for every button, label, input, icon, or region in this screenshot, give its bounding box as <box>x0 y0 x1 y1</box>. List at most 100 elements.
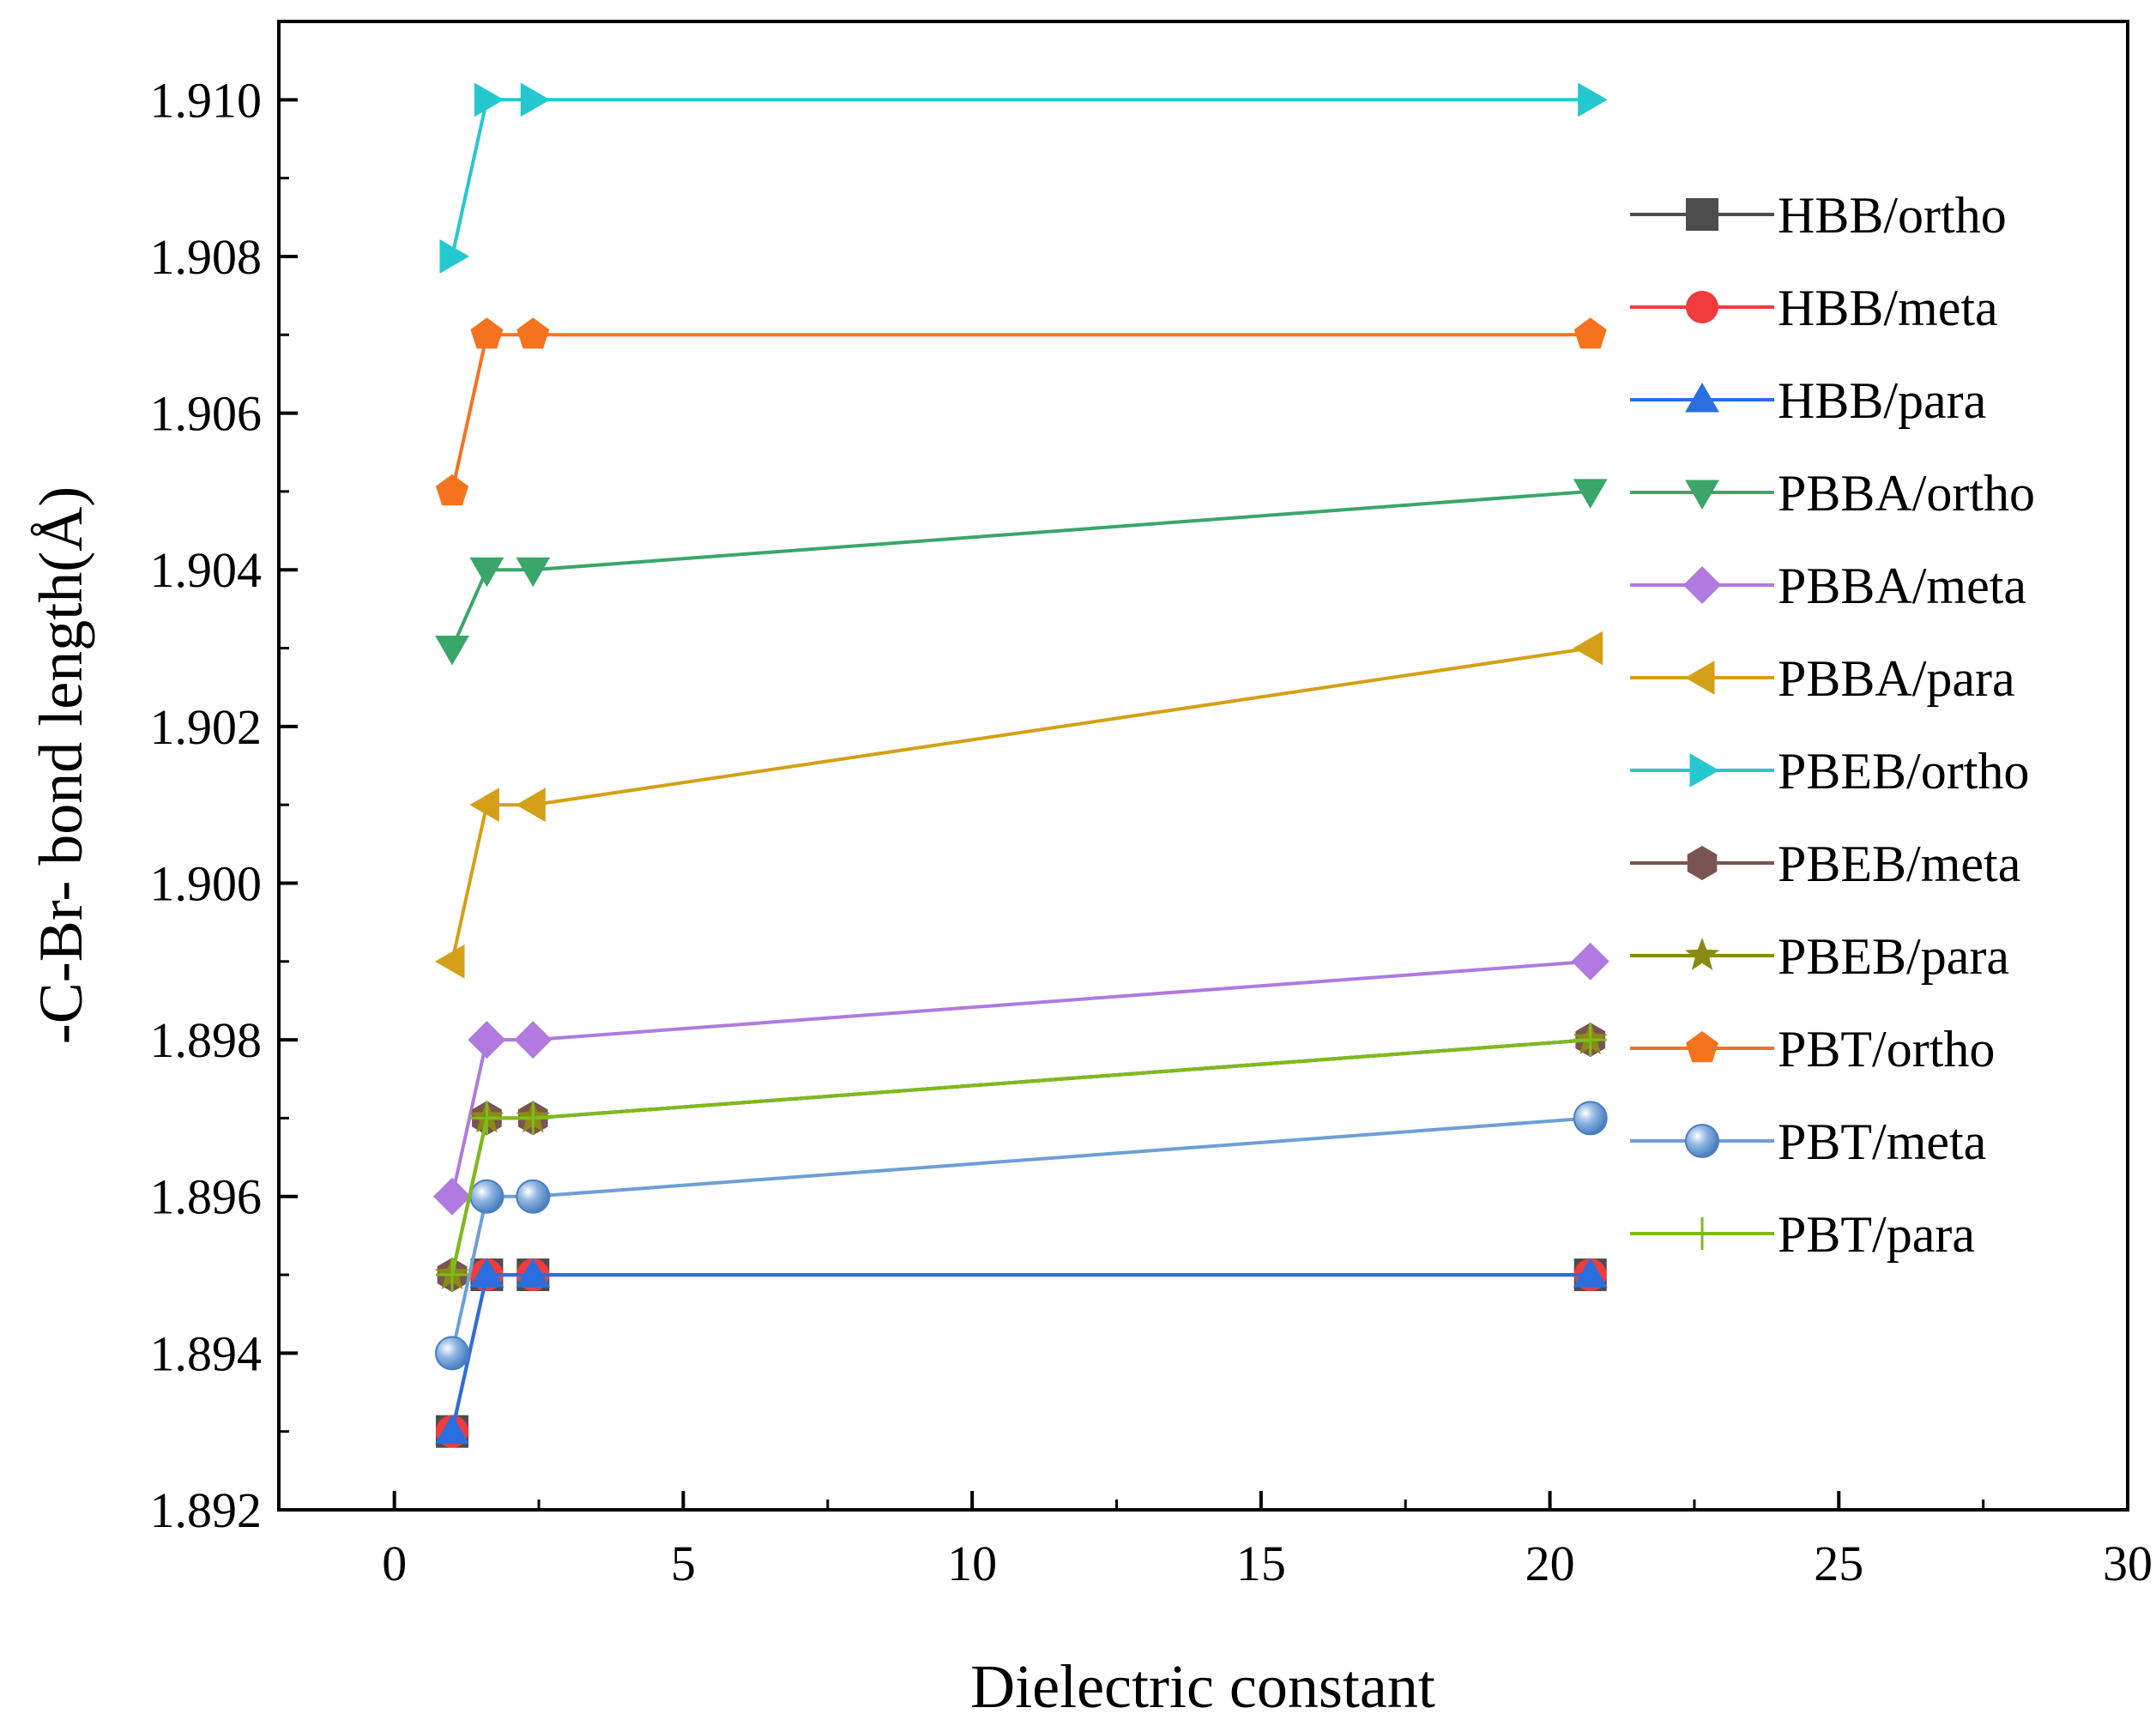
legend-label-pbt-ortho: PBT/ortho <box>1778 1021 1995 1077</box>
data-point-hbb-para <box>1573 1258 1608 1288</box>
data-point-pbt-para <box>470 1101 504 1135</box>
x-axis-title: Dielectric constant <box>970 1652 1435 1721</box>
series-hbb-ortho <box>436 1258 1607 1448</box>
data-point-pbba-meta <box>468 1021 506 1059</box>
y-tick-label: 1.898 <box>150 1012 263 1068</box>
data-point-pbeb-ortho <box>1578 82 1608 118</box>
data-point-pbba-ortho <box>435 636 469 666</box>
data-point-pbt-para <box>1573 1023 1607 1057</box>
legend-item-pbt-meta: PBT/meta <box>1630 1113 1986 1170</box>
legend-item-pbt-ortho: PBT/ortho <box>1630 1021 1995 1077</box>
legend-label-pbeb-para: PBEB/para <box>1778 928 2009 985</box>
y-tick-label: 1.908 <box>150 229 263 285</box>
series-hbb-para <box>435 1258 1608 1445</box>
series-pbba-ortho <box>435 479 1608 666</box>
data-point-pbt-ortho <box>436 474 469 506</box>
x-tick-label: 25 <box>1814 1536 1863 1591</box>
data-point-pbt-para <box>436 1258 469 1292</box>
x-tick-label: 30 <box>2103 1536 2153 1591</box>
series-line-pbeb-ortho <box>450 98 1591 257</box>
series-pbeb-ortho <box>439 82 1608 274</box>
series-line-hbb-para <box>450 1273 1591 1433</box>
data-point-pbba-ortho <box>516 557 551 588</box>
y-tick-label: 1.906 <box>150 386 263 442</box>
legend-marker-pbeb-meta <box>1687 846 1718 880</box>
series-pbt-ortho <box>436 317 1607 506</box>
series-hbb-meta <box>436 1258 1607 1448</box>
data-point-pbt-meta <box>516 1179 551 1214</box>
legend-marker-pbt-para <box>1686 1217 1718 1250</box>
y-tick-label: 1.910 <box>150 72 263 128</box>
legend-item-pbt-para: PBT/para <box>1630 1206 1975 1263</box>
data-point-pbt-ortho <box>1573 317 1607 349</box>
data-point-pbeb-ortho <box>474 82 504 118</box>
data-point-pbt-para <box>516 1101 550 1135</box>
data-point-pbt-meta <box>435 1336 470 1371</box>
legend: HBB/ortho HBB/meta HBB/para PBBA/ortho PBBA/… <box>1630 187 2035 1263</box>
x-tick-label: 0 <box>382 1536 407 1591</box>
legend-marker-pbba-ortho <box>1685 480 1719 510</box>
data-point-pbeb-ortho <box>520 82 551 118</box>
legend-marker-pbt-ortho <box>1686 1031 1718 1063</box>
data-point-pbt-meta <box>469 1179 504 1214</box>
y-tick-label: 1.894 <box>150 1325 263 1381</box>
legend-item-pbba-ortho: PBBA/ortho <box>1630 465 2035 522</box>
series-line-pbt-meta <box>450 1116 1591 1354</box>
x-tick-label: 10 <box>947 1536 997 1591</box>
legend-item-hbb-ortho: HBB/ortho <box>1630 187 2007 244</box>
legend-label-pbt-meta: PBT/meta <box>1778 1113 1986 1170</box>
data-point-pbba-para <box>435 944 465 979</box>
series-line-pbeb-meta <box>450 1038 1591 1276</box>
data-point-pbba-ortho <box>1573 479 1608 509</box>
series-line-pbba-para <box>450 646 1591 963</box>
data-point-pbba-para <box>1573 631 1603 666</box>
series-pbt-meta <box>435 1101 1608 1371</box>
legend-label-pbeb-ortho: PBEB/ortho <box>1778 743 2029 800</box>
series-pbba-meta <box>433 942 1609 1216</box>
series-pbeb-meta <box>437 1023 1605 1293</box>
y-tick-label: 1.902 <box>150 699 263 755</box>
legend-marker-pbba-meta <box>1683 566 1721 604</box>
y-tick-label: 1.892 <box>150 1482 263 1538</box>
data-point-pbt-ortho <box>470 317 504 349</box>
y-tick-label: 1.896 <box>150 1169 263 1225</box>
y-tick-label: 1.904 <box>150 542 263 598</box>
data-point-hbb-para <box>469 1258 504 1288</box>
data-point-pbt-ortho <box>516 317 550 349</box>
legend-marker-hbb-ortho <box>1686 198 1718 231</box>
y-axis-title: -C-Br- bond length(Å) <box>27 486 95 1044</box>
legend-item-hbb-meta: HBB/meta <box>1630 280 1998 336</box>
legend-label-pbba-para: PBBA/para <box>1778 650 2015 707</box>
legend-label-pbt-para: PBT/para <box>1778 1206 1975 1263</box>
data-point-pbba-meta <box>433 1177 471 1216</box>
series-pbeb-para <box>435 1022 1608 1289</box>
x-tick-label: 5 <box>671 1536 696 1591</box>
data-point-hbb-para <box>516 1258 551 1288</box>
legend-label-hbb-para: HBB/para <box>1778 372 1986 429</box>
legend-marker-pbba-para <box>1685 661 1715 695</box>
series-pbba-para <box>435 631 1603 979</box>
data-point-pbba-para <box>469 788 499 823</box>
data-point-pbba-para <box>516 788 546 823</box>
data-point-pbeb-ortho <box>439 239 469 274</box>
legend-item-pbba-meta: PBBA/meta <box>1630 558 2026 614</box>
data-point-pbba-ortho <box>469 557 504 588</box>
legend-label-pbeb-meta: PBEB/meta <box>1778 836 2020 892</box>
series-line-pbt-ortho <box>450 333 1591 492</box>
legend-item-pbeb-meta: PBEB/meta <box>1630 836 2020 892</box>
legend-item-pbeb-ortho: PBEB/ortho <box>1630 743 2029 800</box>
legend-marker-pbeb-para <box>1685 938 1719 970</box>
legend-item-hbb-para: HBB/para <box>1630 372 1986 429</box>
data-point-pbba-meta <box>1571 942 1609 981</box>
legend-item-pbeb-para: PBEB/para <box>1630 928 2009 985</box>
data-point-pbba-meta <box>514 1021 553 1059</box>
plot-frame <box>277 20 2129 1512</box>
y-tick-label: 1.900 <box>150 855 263 911</box>
y-axis-ticks: 1.892 1.894 1.896 1.898 1.900 1.902 1.904 1.906… <box>150 20 298 1538</box>
x-tick-label: 15 <box>1236 1536 1286 1591</box>
series-line-hbb-ortho <box>450 1273 1591 1433</box>
legend-marker-hbb-meta <box>1686 291 1718 323</box>
data-point-pbt-meta <box>1573 1101 1608 1136</box>
legend-label-pbba-ortho: PBBA/ortho <box>1778 465 2035 522</box>
